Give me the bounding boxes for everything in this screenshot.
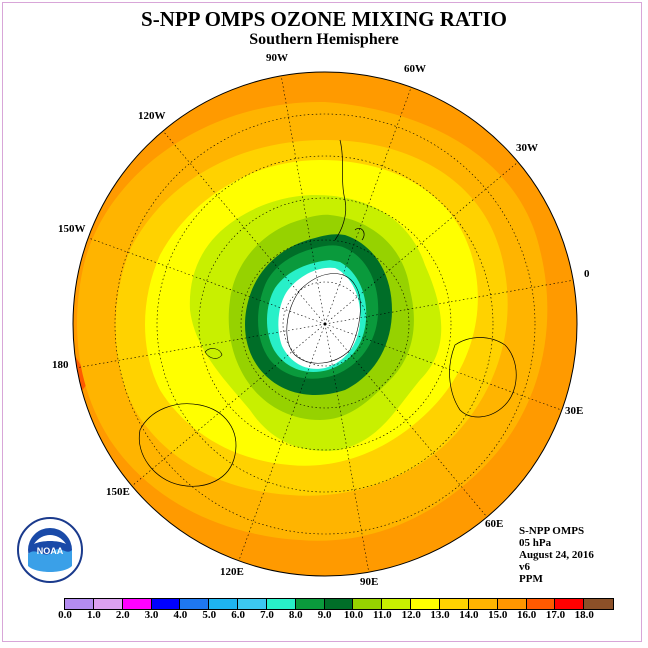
colorbar-tick-label: 14.0 [459, 609, 479, 621]
data-info-block: S-NPP OMPS 05 hPa August 24, 2016 v6 PPM [519, 525, 594, 585]
colorbar-labels: 0.0 1.0 2.0 3.0 4.0 5.0 6.0 7.0 8.0 9.0 10.0 11.0 12… [0, 609, 648, 623]
colorbar-tick-label: 1.0 [86, 609, 101, 621]
lon-label-60w: 60W [404, 63, 426, 75]
instrument-label: S-NPP OMPS [519, 525, 585, 537]
colorbar-tick-label: 2.0 [115, 609, 130, 621]
colorbar-tick-label: 13.0 [430, 609, 450, 621]
plot-frame [2, 2, 642, 642]
colorbar-swatch-11 [382, 599, 412, 609]
units-label: PPM [519, 573, 543, 585]
africa-coastline [449, 337, 517, 418]
colorbar-tick-label: 9.0 [317, 609, 332, 621]
colorbar-swatch-12 [411, 599, 440, 609]
colorbar-tick-label: 11.0 [373, 609, 392, 621]
latitude-circle-4 [156, 155, 494, 493]
graticule [76, 75, 574, 573]
colorbar-swatch-10 [353, 599, 383, 609]
lon-label-150w: 150W [58, 223, 86, 235]
pressure-level-label: 05 hPa [519, 537, 552, 549]
colorbar-tick-label: 6.0 [231, 609, 245, 621]
colorbar-swatch-6 [238, 599, 267, 609]
map-subtitle: Southern Hemisphere [249, 31, 399, 48]
lon-label-150e: 150E [106, 486, 130, 498]
colorbar-tick-label: 3.0 [144, 609, 159, 621]
colorbar-swatch-17 [555, 599, 585, 609]
lon-label-120w: 120W [138, 110, 166, 122]
south-america-coastline [334, 139, 365, 241]
colorbar-swatch-5 [209, 599, 239, 609]
australia-coastline [138, 403, 237, 487]
latitude-circle-1 [282, 281, 368, 367]
latitude-circle-3 [198, 197, 452, 451]
colorbar-swatch-2 [122, 599, 152, 609]
colorbar-tick-label: 10.0 [343, 609, 364, 621]
lon-label-120e: 120E [220, 566, 244, 578]
colorbar-swatch-3 [151, 599, 181, 609]
colorbar-tick-label: 4.0 [173, 609, 188, 621]
noaa-logo-icon: NOAA [17, 517, 83, 583]
map-title: S-NPP OMPS OZONE MIXING RATIO [141, 7, 507, 31]
colorbar-swatch-0 [65, 599, 94, 609]
latitude-circle-5 [114, 113, 536, 535]
colorbar-tick-label: 0.0 [58, 609, 72, 621]
colorbar-tick-label: 12.0 [401, 609, 421, 621]
colorbar-tick-label: 15.0 [488, 609, 508, 621]
colorbar-legend [64, 598, 615, 610]
lon-label-60e: 60E [485, 518, 504, 530]
lon-label-0: 0 [584, 268, 590, 280]
colorbar-tick-label: 17.0 [545, 609, 566, 621]
latitude-circle-2 [240, 239, 410, 409]
version-label: v6 [519, 561, 530, 573]
lon-label-90e: 90E [360, 576, 379, 588]
colorbar-tick-label: 8.0 [288, 609, 303, 621]
colorbar-swatch-4 [180, 599, 210, 609]
colorbar-swatch-16 [526, 599, 556, 609]
colorbar-swatch-9 [324, 599, 354, 609]
colorbar-tick-label: 16.0 [516, 609, 537, 621]
colorbar-swatch-8 [295, 599, 325, 609]
colorbar-swatch-13 [439, 599, 469, 609]
south-pole-point [323, 322, 327, 326]
colorbar-swatch-14 [468, 599, 498, 609]
colorbar-swatch-15 [497, 599, 527, 609]
colorbar-swatch-1 [93, 599, 123, 609]
lon-label-30e: 30E [565, 405, 584, 417]
colorbar-tick-label: 5.0 [202, 609, 217, 621]
colorbar-swatch-18 [584, 599, 614, 609]
lon-label-30w: 30W [516, 142, 538, 154]
colorbar-swatch-7 [266, 599, 296, 609]
lon-label-90w: 90W [266, 52, 288, 64]
new-zealand-coastline [204, 348, 223, 359]
colorbar-tick-label: 7.0 [260, 609, 274, 621]
map-boundary [72, 71, 578, 577]
colorbar-tick-label: 18.0 [574, 609, 594, 621]
date-label: August 24, 2016 [519, 549, 594, 561]
noaa-logo-text: NOAA [37, 546, 64, 556]
lon-label-180: 180 [52, 359, 69, 371]
